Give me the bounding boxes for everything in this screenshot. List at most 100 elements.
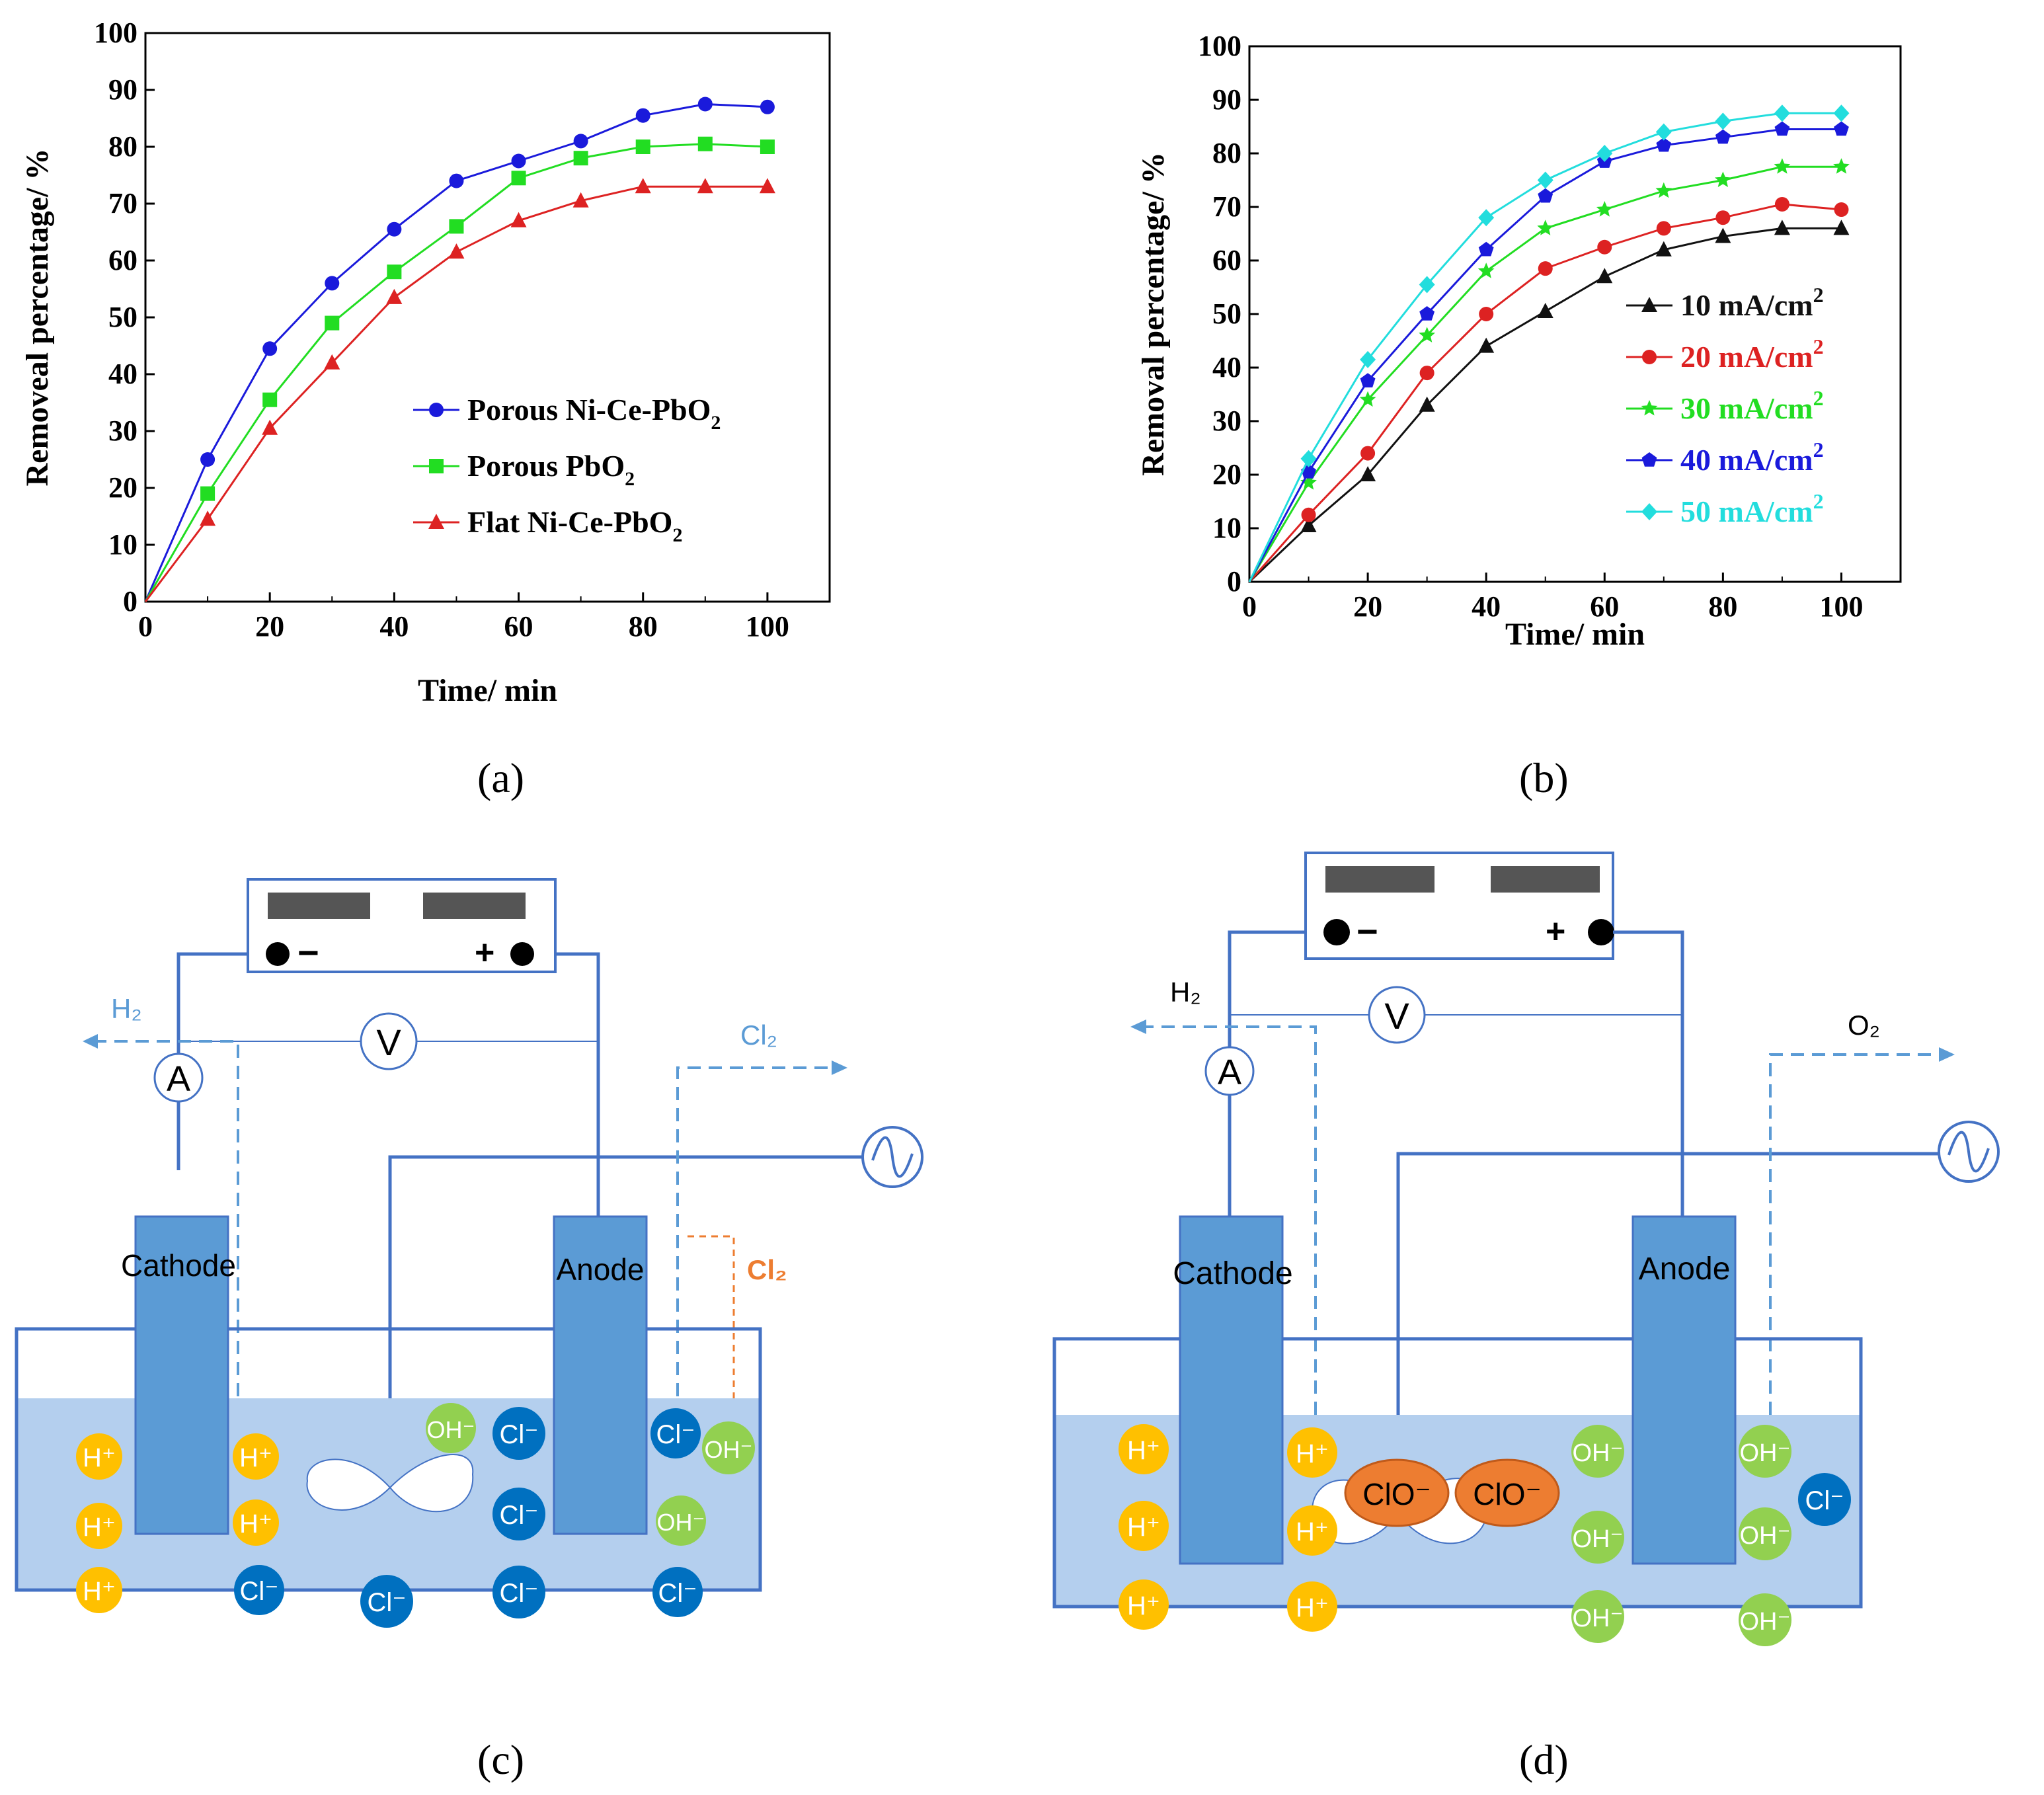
chart-b-point-2-6 <box>1596 201 1613 217</box>
chart-a-xtick-label: 100 <box>746 610 789 643</box>
ion-h-d-6: H⁺ <box>1287 1581 1337 1632</box>
chart-b-ytick-label: 100 <box>1198 30 1241 62</box>
ion-h-d-2-label: H⁺ <box>1127 1513 1160 1542</box>
chart-a-point-2-3 <box>324 354 340 370</box>
chart-a-point-1-8 <box>635 140 650 154</box>
ion-oh-d-4-label: OH⁻ <box>1739 1439 1790 1467</box>
ion-h-d-6-label: H⁺ <box>1296 1593 1329 1622</box>
ion-clo-d-1: ClO⁻ <box>1344 1458 1450 1527</box>
chart-b-point-0-4 <box>1478 337 1495 353</box>
ion-cl-c-5: Cl⁻ <box>360 1575 413 1628</box>
anode-label-d: Anode <box>1639 1252 1731 1287</box>
chart-b-xtick-label: 40 <box>1472 590 1501 623</box>
chart-a-point-2-6 <box>510 212 527 227</box>
ion-oh-c-3: OH⁻ <box>656 1496 706 1546</box>
wire-stirrer-c <box>388 1155 879 1497</box>
chart-b-xtick-label: 20 <box>1353 590 1382 623</box>
chart-a-ytick-label: 80 <box>108 130 138 163</box>
chart-b-legend-marker-3 <box>1641 452 1657 467</box>
ion-h-c-5-label: H⁺ <box>239 1509 272 1538</box>
chart-a-svg: 0 10 20 30 40 50 60 70 80 90 100 0 20 40 60 80 100 Time/ … <box>20 17 831 708</box>
wire-anode-c <box>555 952 600 1233</box>
cathode-d <box>1179 1215 1284 1565</box>
chart-b-legend-label-1: 20 mA/cm2 <box>1680 335 1824 374</box>
chart-b-point-4-10 <box>1833 104 1850 122</box>
chart-a-point-2-8 <box>635 178 651 194</box>
ion-oh-d-2-label: OH⁻ <box>1572 1525 1623 1553</box>
ion-oh-d-3: OH⁻ <box>1571 1590 1624 1643</box>
ion-cl-c-3-label: Cl⁻ <box>500 1501 539 1530</box>
ion-h-d-4-label: H⁺ <box>1296 1439 1329 1468</box>
ion-cl-c-6: Cl⁻ <box>650 1408 701 1458</box>
ion-oh-d-4: OH⁻ <box>1739 1425 1791 1478</box>
ion-h-c-3-label: H⁺ <box>83 1577 116 1606</box>
chart-b-point-1-1 <box>1301 507 1316 522</box>
chart-b-legend-label-4: 50 mA/cm2 <box>1680 489 1824 528</box>
ion-clo-d-1-label: ClO⁻ <box>1362 1477 1431 1511</box>
chart-a-xtick-label: 40 <box>379 610 409 643</box>
ion-h-c-1-label: H⁺ <box>83 1443 116 1472</box>
chart-b-point-2-5 <box>1537 219 1554 235</box>
panel-a: 0 10 20 30 40 50 60 70 80 90 100 0 20 40 60 80 100 Time/ … <box>0 0 1031 813</box>
chart-a-point-2-1 <box>200 510 216 526</box>
o2-arrow-d <box>1939 1047 1955 1062</box>
chart-a-xtick-label: 60 <box>504 610 533 643</box>
ion-h-c-5: H⁺ <box>233 1499 279 1546</box>
chart-b-legend-label-3: 40 mA/cm2 <box>1680 438 1824 477</box>
chart-b-point-3-9 <box>1774 121 1790 136</box>
tank-d <box>1052 1337 1863 1609</box>
voltmeter-c <box>360 1012 418 1070</box>
o2-outlet-d <box>1769 1053 1944 1415</box>
chart-a-ytick-label: 0 <box>123 585 138 618</box>
chart-b-point-4-6 <box>1596 145 1613 162</box>
chart-a-ytick-label: 90 <box>108 73 138 106</box>
electrolysis-diagram-d: − + V A H₂ O₂ Cathode Anode H⁺ H⁺ <box>1052 852 2000 1646</box>
ion-clo-d-2: ClO⁻ <box>1454 1458 1560 1527</box>
chart-b-point-4-4 <box>1478 209 1495 227</box>
chart-b-point-3-10 <box>1834 121 1849 136</box>
panel-b: 0 10 20 30 40 50 60 70 80 90 100 0 20 40 60 80 100 Time/ … <box>1031 0 2044 813</box>
chart-b-ytick-label: 40 <box>1212 351 1241 383</box>
chart-b-point-0-1 <box>1300 516 1317 532</box>
ion-h-d-5: H⁺ <box>1287 1505 1337 1556</box>
chart-b-ytick-label: 20 <box>1212 458 1241 491</box>
chart-a-ylabel: Removeal percentage/ % <box>20 149 55 487</box>
chart-a-point-0-8 <box>635 108 650 123</box>
chart-b-xtick-label: 100 <box>1819 590 1863 623</box>
chart-b-ytick-label: 90 <box>1212 83 1241 116</box>
chart-a-point-1-3 <box>325 315 340 331</box>
ion-h-c-2: H⁺ <box>76 1503 122 1549</box>
chart-b-point-4-1 <box>1300 450 1317 467</box>
chart-b-ytick-label: 30 <box>1212 405 1241 437</box>
ion-cl-c-6-label: Cl⁻ <box>656 1420 695 1449</box>
cathode-label-c: Cathode <box>121 1248 236 1283</box>
chart-a-point-2-10 <box>759 178 775 194</box>
chart-b-point-1-4 <box>1479 307 1494 321</box>
electrolysis-diagram-c: − + V A H₂ Cl₂ Cl₂ Cathode Anode <box>15 878 924 1628</box>
chart-a-point-2-2 <box>262 419 278 435</box>
h2-outlet-c <box>91 1040 239 1481</box>
chart-b-legend-marker-4 <box>1641 503 1657 520</box>
h2-label-d: H₂ <box>1170 977 1201 1008</box>
ion-h-d-1: H⁺ <box>1119 1424 1169 1474</box>
chart-b-point-0-9 <box>1774 219 1790 235</box>
chart-b-point-1-2 <box>1360 446 1376 461</box>
ion-oh-d-2: OH⁻ <box>1571 1511 1624 1564</box>
chart-a-point-0-3 <box>325 276 340 291</box>
chart-a-xtick-label: 0 <box>138 610 153 643</box>
wire-stirrer-d <box>1396 1152 1953 1527</box>
voltmeter-label-c: V <box>376 1021 401 1063</box>
ion-oh-d-5-label: OH⁻ <box>1739 1522 1790 1550</box>
chart-b-point-4-3 <box>1419 276 1435 294</box>
chart-b-point-1-8 <box>1715 210 1731 225</box>
chart-a-point-0-5 <box>449 173 464 188</box>
solution-c <box>17 1398 760 1590</box>
chart-b-point-0-10 <box>1833 219 1850 235</box>
cl2-inner-label-c: Cl₂ <box>747 1254 787 1285</box>
chart-b-point-1-10 <box>1834 202 1849 218</box>
chart-a-point-0-1 <box>200 452 216 467</box>
panel-c: − + V A H₂ Cl₂ Cl₂ Cathode Anode <box>0 813 1031 1795</box>
ion-clo-d-2-label: ClO⁻ <box>1473 1477 1542 1511</box>
chart-b-point-0-8 <box>1715 227 1731 243</box>
ion-h-d-5-label: H⁺ <box>1296 1517 1329 1546</box>
